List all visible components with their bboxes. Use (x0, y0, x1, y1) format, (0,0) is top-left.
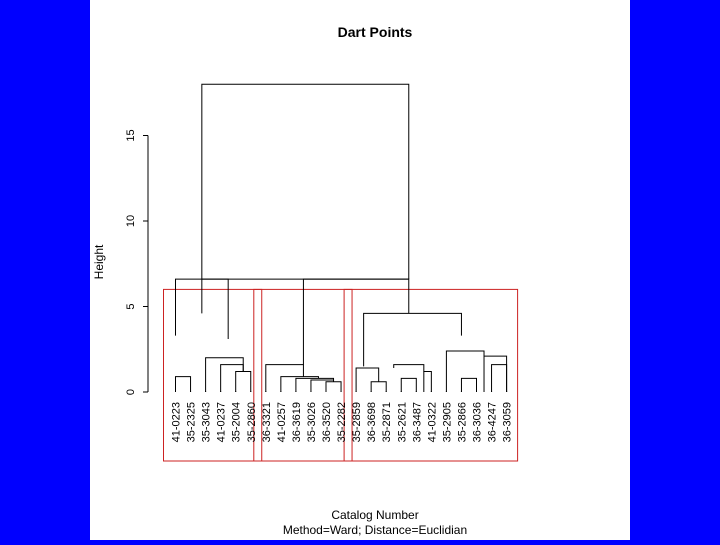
leaf-label-35-2860: 35-2860 (246, 402, 258, 442)
chart-title: Dart Points (338, 24, 413, 40)
merge-root (201, 83, 410, 280)
merge-36-4247-36-3059 (491, 364, 508, 392)
cluster-1-box (163, 288, 263, 462)
y-tick-label-2: 10 (125, 215, 137, 227)
merge-top-level (201, 278, 409, 314)
merge-cluster-3 (363, 312, 462, 367)
merge-36-3698-35-2871 (370, 381, 387, 392)
cluster-boxes (163, 288, 519, 462)
merge-35-2004-35-2860 (235, 370, 252, 392)
leaf-label-36-3059: 36-3059 (502, 402, 514, 442)
leaf-label-41-0257: 41-0257 (276, 402, 288, 442)
y-tick-label-3: 15 (125, 129, 137, 141)
leaf-label-36-3520: 36-3520 (321, 402, 333, 442)
leaf-label-35-3043: 35-3043 (201, 402, 213, 442)
merge-41-0237-group (220, 364, 244, 392)
leaf-label-36-3036: 36-3036 (472, 402, 484, 442)
leaf-label-41-0322: 41-0322 (426, 402, 438, 442)
merge-36-3520-35-2282 (325, 381, 342, 392)
merge-41-0223-35-2325 (175, 376, 192, 392)
plot-panel: Dart Points Height Catalog Number Method… (90, 0, 630, 540)
merge-35-2905-group (445, 350, 485, 392)
leaf-label-41-0237: 41-0237 (216, 402, 228, 442)
leaf-label-35-2004: 35-2004 (231, 402, 243, 442)
leaf-labels: 41-0223 35-2325 35-3043 41-0237 35-2004 35-28… (171, 402, 514, 442)
leaf-label-35-2282: 35-2282 (336, 402, 348, 442)
cluster-2-box (253, 288, 353, 462)
x-axis-subtitle: Method=Ward; Distance=Euclidian (283, 523, 467, 537)
merge-36-3487-41-0322 (423, 370, 432, 392)
leaf-label-41-0223: 41-0223 (171, 402, 183, 442)
merge-cluster-2-3 (302, 278, 410, 365)
leaf-label-35-2871: 35-2871 (381, 402, 393, 442)
merge-35-2859-group (355, 367, 380, 392)
leaf-label-35-2866: 35-2866 (456, 402, 468, 442)
merge-35-3043-group (205, 357, 244, 392)
merge-41-0257-group (280, 376, 319, 392)
leaf-label-36-3487: 36-3487 (411, 402, 423, 442)
leaf-label-35-2325: 35-2325 (186, 402, 198, 442)
leaf-label-35-3026: 35-3026 (306, 402, 318, 442)
leaf-label-35-2905: 35-2905 (441, 402, 453, 442)
cluster-3-box (343, 288, 519, 462)
dendrogram-chart: Dart Points Height Catalog Number Method… (92, 24, 519, 537)
merge-cluster-2 (265, 364, 304, 392)
y-tick-label-0: 0 (125, 389, 137, 395)
merge-35-2866-36-3036 (460, 377, 477, 392)
y-axis-label: Height (92, 244, 106, 279)
dendrogram-tree (175, 83, 508, 392)
x-axis-label: Catalog Number (331, 508, 418, 522)
y-tick-label-1: 5 (125, 303, 137, 309)
merge-35-3026-group (310, 379, 335, 392)
y-axis: 0 5 10 15 (125, 129, 149, 395)
merge-35-2621-36-3487 (400, 377, 417, 392)
merge-36-4247-group (483, 355, 508, 392)
leaf-label-36-4247: 36-4247 (487, 402, 499, 442)
leaf-label-35-2621: 35-2621 (396, 402, 408, 442)
leaf-label-36-3619: 36-3619 (291, 402, 303, 442)
leaf-label-36-3321: 36-3321 (261, 402, 273, 442)
leaf-label-35-2859: 35-2859 (351, 402, 363, 442)
merge-35-2621-group (393, 364, 425, 372)
leaf-label-36-3698: 36-3698 (366, 402, 378, 442)
